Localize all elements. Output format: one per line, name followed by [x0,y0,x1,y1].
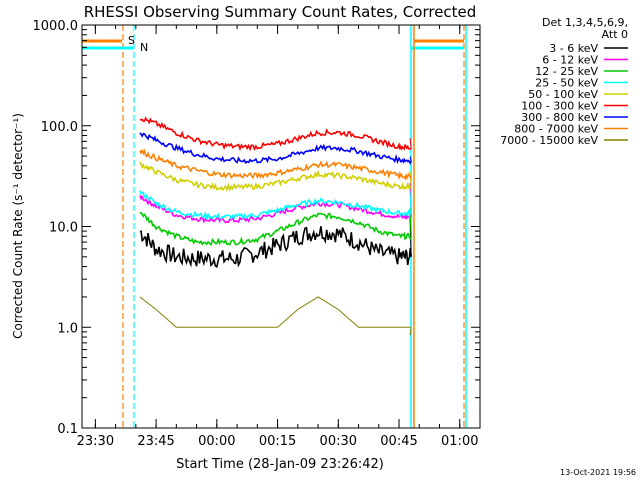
series-layer [139,116,412,336]
series-rise-3 [409,191,412,214]
legend-header-2: Att 0 [602,28,628,41]
legend-label-0: 3 - 6 keV [549,42,598,55]
y-tick-label: 10.0 [49,221,78,236]
series-line-0 [139,226,412,269]
series-line-5 [139,116,412,152]
legend-label-3: 25 - 50 keV [535,77,598,90]
series-line-7 [139,148,412,181]
x-ticks: 23:30 23:45 00:00 00:15 00:30 00:45 01:00 [77,25,481,449]
series-line-3 [139,190,412,221]
x-tick-label: 23:30 [77,434,114,449]
series-line-4 [139,161,412,192]
y-tick-label: 1.0 [57,321,78,336]
night-flag-label: N [140,41,148,54]
series-rise-8 [409,327,412,336]
chart-title: RHESSI Observing Summary Count Rates, Co… [84,3,477,21]
series-line-6 [139,132,412,165]
series-rise-5 [409,138,412,149]
footer-timestamp: 13-Oct-2021 19:56 [560,468,636,477]
y-axis-label: Corrected Count Rate (s⁻¹ detector⁻¹) [11,113,25,339]
x-tick-label: 01:00 [441,434,478,449]
series-rise-7 [409,176,412,180]
x-axis-label: Start Time (28-Jan-09 23:26:42) [176,457,384,472]
series-rise-6 [409,156,412,161]
series-line-8 [139,296,412,328]
grid-layer: SN [82,25,467,428]
legend-label-1: 6 - 12 keV [542,54,598,67]
saa-flag-label: S [128,34,135,47]
legend-label-8: 7000 - 15000 keV [500,134,598,147]
legend-label-6: 300 - 800 keV [521,111,598,124]
y-tick-label: 1000.0 [33,19,79,34]
x-tick-label: 00:00 [198,434,235,449]
x-tick-label: 00:45 [380,434,417,449]
x-tick-label: 00:15 [259,434,296,449]
legend-label-2: 12 - 25 keV [535,65,598,78]
y-tick-label: 100.0 [41,120,78,135]
y-tick-label: 0.1 [57,422,78,437]
legend-label-5: 100 - 300 keV [521,100,598,113]
legend-header-1: Det 1,3,4,5,6,9, [542,16,628,29]
series-line-1 [139,194,412,224]
legend-label-7: 800 - 7000 keV [514,123,598,136]
legend-label-4: 50 - 100 keV [528,88,598,101]
x-tick-label: 23:45 [137,434,174,449]
series-line-2 [139,211,412,247]
x-tick-label: 00:30 [320,434,357,449]
y-ticks: 0.1 1.0 10.0 100.0 1000.0 [33,19,480,437]
